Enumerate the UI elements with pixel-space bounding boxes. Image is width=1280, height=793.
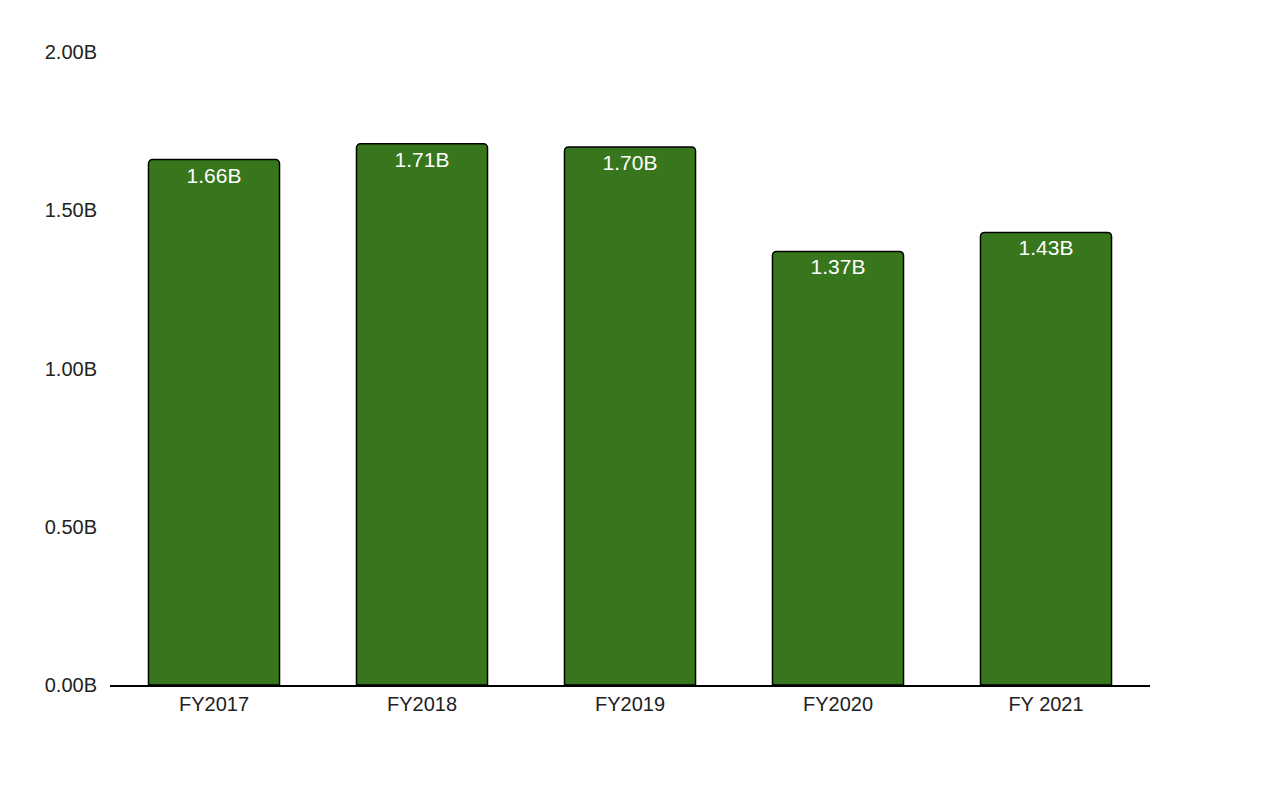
svg-text:1.00B: 1.00B [45,358,97,380]
svg-text:0.50B: 0.50B [45,516,97,538]
svg-text:1.37B: 1.37B [811,255,866,278]
svg-text:1.50B: 1.50B [45,199,97,221]
svg-text:FY 2021: FY 2021 [1008,693,1083,715]
svg-text:1.70B: 1.70B [603,151,658,174]
svg-text:1.66B: 1.66B [187,164,242,187]
svg-text:FY2018: FY2018 [387,693,457,715]
svg-text:FY2020: FY2020 [803,693,873,715]
svg-text:1.71B: 1.71B [395,148,450,171]
svg-text:0.00B: 0.00B [45,674,97,696]
svg-text:2.00B: 2.00B [45,41,97,63]
svg-text:1.43B: 1.43B [1019,236,1074,259]
svg-text:FY2019: FY2019 [595,693,665,715]
svg-text:FY2017: FY2017 [179,693,249,715]
